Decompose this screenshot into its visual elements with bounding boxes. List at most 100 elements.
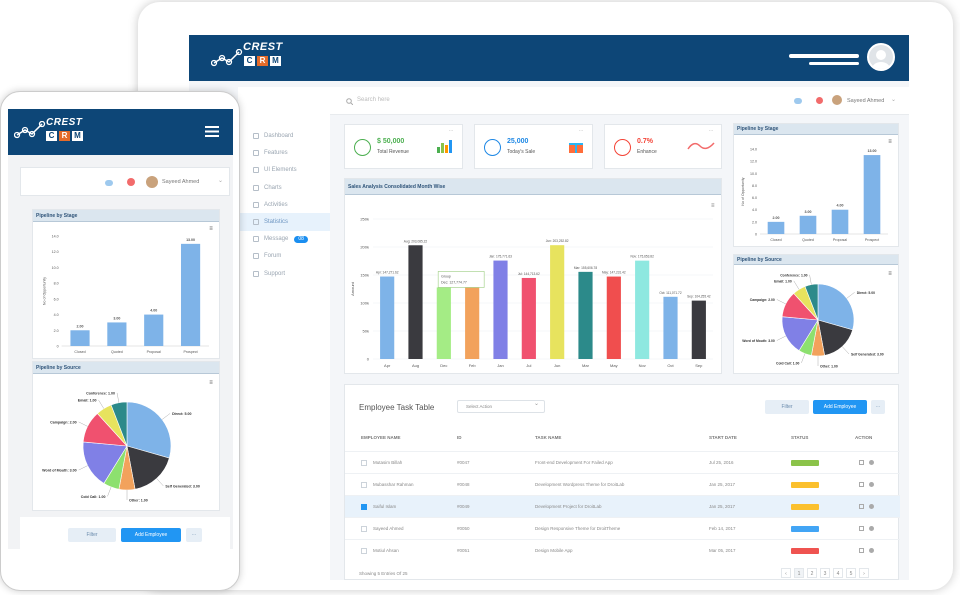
sidebar-item-statistics[interactable]: Statistics [238,213,330,231]
slice-direct[interactable] [126,401,172,459]
page-button[interactable]: › [859,568,869,578]
slice-conference[interactable] [804,283,819,321]
edit-icon[interactable] [859,482,864,487]
table-row[interactable]: Sayeed Ahmed #0050 Design Responsive Theme… [345,517,900,539]
bar-jul[interactable] [521,277,536,359]
search-input[interactable]: Search here [357,97,390,103]
sidebar-item-features[interactable]: Features [238,144,330,162]
y-tick-label: 2.0 [752,220,757,224]
bar-proposal[interactable] [831,209,849,234]
select-action-dropdown[interactable]: Select Action ⌄ [457,400,545,413]
bar-quoted[interactable] [799,215,817,234]
more-button[interactable]: ··· [186,528,202,542]
kpi-card-revenue: $ 50,000 Total Revenue ··· [344,124,463,169]
slice-leader [809,274,812,285]
bar-oct[interactable] [663,296,678,359]
page-button[interactable]: 3 [820,568,830,578]
edit-icon[interactable] [859,504,864,509]
row-checkbox[interactable] [361,504,367,510]
sidebar-item-activities[interactable]: Activities [238,196,330,214]
y-tick-label: 8.0 [752,184,757,188]
edit-icon[interactable] [859,548,864,553]
table-row[interactable]: Mutasim Billah #0047 Front-end Development… [345,451,900,473]
user-name[interactable]: Sayeed Ahmed [162,179,200,185]
bar-closed[interactable] [767,221,785,234]
sidebar-item-label: Support [264,270,286,277]
chevron-down-icon[interactable]: ⌄ [891,97,897,103]
slice-word-of-mouth[interactable] [82,441,128,484]
start-date: Feb 14, 2017 [709,526,736,531]
bar-prospect[interactable] [180,243,201,346]
more-button[interactable]: ··· [871,400,885,414]
add-employee-button[interactable]: Add Employee [121,528,181,542]
delete-icon[interactable] [869,526,874,531]
sidebar-item-label: Activities [264,201,288,208]
page-button[interactable]: 4 [833,568,843,578]
card-menu-icon[interactable]: ··· [449,128,453,133]
page-button[interactable]: ‹ [781,568,791,578]
sidebar-item-forum[interactable]: Forum [238,247,330,265]
chevron-down-icon[interactable]: ⌄ [218,178,224,184]
row-checkbox[interactable] [361,482,367,488]
user-name[interactable]: Sayeed Ahmed [847,98,885,104]
slice-self-generated[interactable] [126,445,170,490]
bar-closed[interactable] [70,330,90,346]
delete-icon[interactable] [869,504,874,509]
notification-icon[interactable] [816,97,823,104]
card-menu-icon[interactable]: ··· [579,128,583,133]
page-button[interactable]: 2 [807,568,817,578]
bar-prospect[interactable] [863,155,881,234]
filter-button[interactable]: Filter [765,400,809,414]
bar-feb[interactable] [465,277,480,359]
chat-icon[interactable] [105,180,113,186]
slice-leader [156,478,164,487]
edit-icon[interactable] [859,460,864,465]
source-chart: ≡ Direct: 5.00 Self Generated: 3.00 Other: … [742,271,892,369]
bar-apr[interactable] [380,276,395,359]
row-checkbox[interactable] [361,548,367,554]
x-tick-label: Jan [497,363,503,368]
notification-icon[interactable] [127,178,135,186]
edit-icon[interactable] [859,526,864,531]
slice-label: Cold Call: 1.00 [81,495,106,499]
sidebar-item-message[interactable]: Message 08 [238,230,330,248]
task-name: Development Wordpress Theme for DroitLab [535,482,625,487]
bar-may[interactable] [606,276,621,359]
bar-jun[interactable] [550,245,565,359]
user-icon [872,50,890,69]
bar-sep[interactable] [691,300,706,359]
filter-button[interactable]: Filter [68,528,116,542]
delete-icon[interactable] [869,482,874,487]
column-header: TASK NAME [535,435,562,440]
sidebar-item-ui-elements[interactable]: UI Elements [238,161,330,179]
user-avatar[interactable] [867,43,895,71]
row-checkbox[interactable] [361,526,367,532]
bar-dec[interactable] [436,287,451,359]
page-button[interactable]: 1 [794,568,804,578]
bar-jan[interactable] [493,260,508,359]
row-checkbox[interactable] [361,460,367,466]
y-tick-label: 0 [367,357,370,362]
page-button[interactable]: 5 [846,568,856,578]
chat-icon[interactable] [794,98,802,104]
add-employee-button[interactable]: Add Employee [813,400,867,414]
table-row[interactable]: Mubasshar Rahman #0048 Development Wordpre… [345,473,900,495]
sidebar-item-dashboard[interactable]: Dashboard [238,127,330,145]
bar-quoted[interactable] [107,322,127,346]
bar-mar[interactable] [578,271,593,359]
table-row[interactable]: Motiul Ahsan #0051 Design Mobile App Mar 05… [345,539,900,561]
bar-proposal[interactable] [144,314,164,346]
card-menu-icon[interactable]: ··· [709,128,713,133]
delete-icon[interactable] [869,548,874,553]
sidebar-item-support[interactable]: Support [238,265,330,283]
user-avatar-small[interactable] [832,95,842,105]
user-avatar-small[interactable] [146,176,158,188]
bar-nov[interactable] [635,260,650,359]
sidebar-item-charts[interactable]: Charts [238,179,330,197]
chart-menu-icon[interactable]: ≡ [711,203,715,209]
hamburger-menu-icon[interactable] [205,126,219,137]
features-icon [253,150,259,157]
delete-icon[interactable] [869,460,874,465]
bar-aug[interactable] [408,245,423,359]
table-row[interactable]: Saiful Islam #0049 Development Project for… [345,495,900,517]
